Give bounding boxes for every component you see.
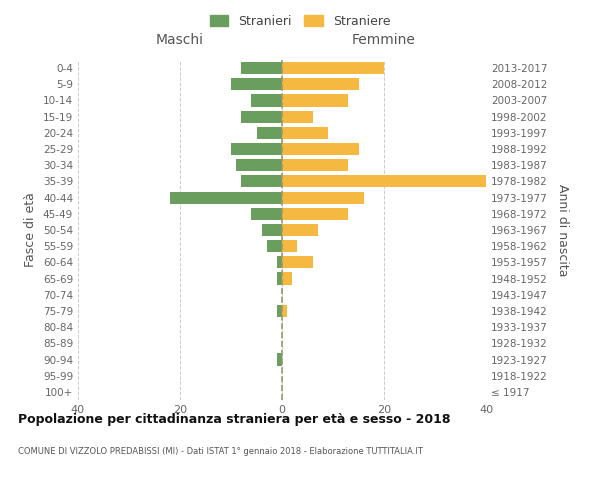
Bar — [236, 159, 282, 172]
Bar — [282, 272, 292, 284]
Y-axis label: Fasce di età: Fasce di età — [25, 192, 37, 268]
Bar — [257, 127, 282, 139]
Bar — [241, 62, 282, 74]
Bar — [282, 208, 349, 220]
Bar — [282, 143, 359, 155]
Y-axis label: Anni di nascita: Anni di nascita — [556, 184, 569, 276]
Legend: Stranieri, Straniere: Stranieri, Straniere — [206, 11, 394, 32]
Text: Femmine: Femmine — [352, 33, 416, 47]
Bar — [282, 110, 313, 122]
Bar — [277, 272, 282, 284]
Bar — [282, 127, 328, 139]
Bar — [282, 176, 486, 188]
Bar — [282, 224, 318, 236]
Bar — [282, 78, 359, 90]
Bar — [251, 94, 282, 106]
Bar — [282, 240, 298, 252]
Bar — [282, 256, 313, 268]
Bar — [262, 224, 282, 236]
Text: Popolazione per cittadinanza straniera per età e sesso - 2018: Popolazione per cittadinanza straniera p… — [18, 412, 451, 426]
Bar — [231, 78, 282, 90]
Bar — [241, 176, 282, 188]
Bar — [282, 159, 349, 172]
Bar — [251, 208, 282, 220]
Bar — [282, 62, 384, 74]
Bar — [277, 256, 282, 268]
Bar — [282, 192, 364, 203]
Bar — [267, 240, 282, 252]
Bar — [277, 305, 282, 317]
Bar — [282, 305, 287, 317]
Bar — [277, 354, 282, 366]
Bar — [170, 192, 282, 203]
Text: COMUNE DI VIZZOLO PREDABISSI (MI) - Dati ISTAT 1° gennaio 2018 - Elaborazione TU: COMUNE DI VIZZOLO PREDABISSI (MI) - Dati… — [18, 448, 423, 456]
Bar — [241, 110, 282, 122]
Bar — [282, 94, 349, 106]
Text: Maschi: Maschi — [156, 33, 204, 47]
Bar — [231, 143, 282, 155]
